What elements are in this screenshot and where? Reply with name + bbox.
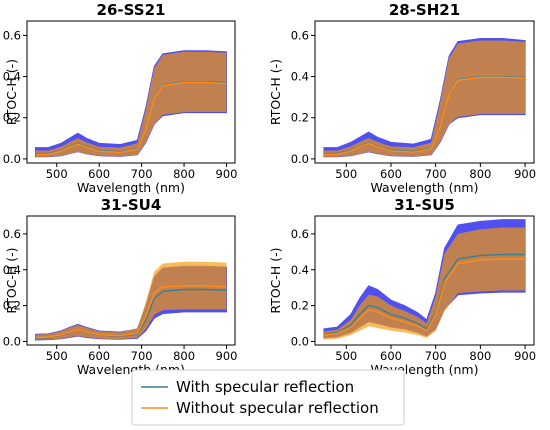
x-tick-label: 500 — [46, 349, 68, 363]
x-tick-label: 500 — [46, 167, 68, 181]
x-tick-label: 600 — [380, 349, 402, 363]
y-tick-label: 0.0 — [291, 334, 309, 348]
y-tick-label: 0.6 — [3, 227, 21, 241]
band-overlap — [35, 266, 227, 340]
y-axis-label: RTOC-H (-) — [4, 59, 19, 125]
axes-frame — [314, 215, 535, 346]
panel-title: 28-SH21 — [389, 1, 460, 19]
x-tick-label: 900 — [216, 167, 238, 181]
y-axis-label: RTOC-H (-) — [268, 247, 283, 313]
x-tick-label: 500 — [335, 349, 357, 363]
x-tick-label: 700 — [131, 349, 153, 363]
line-with-specular — [323, 253, 526, 335]
x-tick-label: 900 — [514, 349, 536, 363]
axes-frame — [314, 20, 535, 164]
x-tick-label: 700 — [131, 167, 153, 181]
line-without-specular — [35, 285, 227, 339]
x-tick-label: 800 — [469, 167, 491, 181]
y-tick-label: 0.2 — [3, 111, 21, 125]
panel-title: 31-SU4 — [101, 196, 162, 214]
axes-frame — [26, 20, 236, 164]
y-tick-label: 0.4 — [3, 70, 21, 84]
y-tick-label: 0.4 — [291, 70, 309, 84]
legend-label: Without specular reflection — [176, 399, 379, 417]
y-tick-label: 0.0 — [291, 152, 309, 166]
x-tick-label: 600 — [88, 349, 110, 363]
x-tick-label: 700 — [425, 167, 447, 181]
x-tick-label: 500 — [335, 167, 357, 181]
panel-title: 26-SS21 — [97, 1, 166, 19]
x-tick-label: 800 — [469, 349, 491, 363]
y-tick-label: 0.6 — [291, 28, 309, 42]
line-without-specular — [323, 258, 526, 336]
panel-title: 31-SU5 — [394, 196, 455, 214]
x-tick-label: 800 — [173, 349, 195, 363]
legend: With specular reflection Without specular… — [131, 369, 405, 426]
band-overlap — [323, 227, 526, 338]
x-axis-label: Wavelength (nm) — [371, 180, 479, 195]
y-tick-label: 0.6 — [3, 28, 21, 42]
x-tick-label: 700 — [425, 349, 447, 363]
x-tick-label: 900 — [514, 167, 536, 181]
panel-4: 500 600 700 800 9000.00.20.40.631-SU5Wavelen… — [268, 196, 536, 377]
line-without-specular — [35, 81, 227, 156]
y-axis-label: RTOC-H (-) — [268, 59, 283, 125]
x-tick-label: 900 — [216, 349, 238, 363]
legend-label: With specular reflection — [176, 378, 354, 396]
y-tick-label: 0.4 — [291, 263, 309, 277]
line-without-specular — [323, 76, 526, 156]
panel-1: 500 600 700 800 900 0.0 0.2 0.4 0.6 26-SS21 Wavele… — [3, 1, 238, 195]
x-axis-label: Wavelength (nm) — [77, 180, 185, 195]
x-tick-label: 600 — [380, 167, 402, 181]
band-overlap — [35, 51, 227, 157]
x-tick-label: 800 — [173, 167, 195, 181]
y-axis-label: RTOC-H (-) — [4, 247, 19, 313]
x-tick-label: 600 — [88, 167, 110, 181]
band-overlap — [323, 40, 526, 157]
panel-2: 500 600 700 800 900 0.0 0.2 0.4 0.6 28-SH21 Wavele… — [268, 1, 536, 195]
y-tick-label: 0.0 — [3, 334, 21, 348]
axes-frame — [26, 215, 236, 346]
legend-box — [131, 369, 405, 426]
y-tick-label: 0.4 — [3, 263, 21, 277]
y-tick-label: 0.0 — [3, 152, 21, 166]
y-tick-label: 0.2 — [291, 299, 309, 313]
y-tick-label: 0.2 — [3, 299, 21, 313]
y-tick-label: 0.2 — [291, 111, 309, 125]
y-tick-label: 0.6 — [291, 227, 309, 241]
panel-3: 500 600 700 800 9000.00.20.40.631-SU4Wavelen… — [3, 196, 238, 377]
